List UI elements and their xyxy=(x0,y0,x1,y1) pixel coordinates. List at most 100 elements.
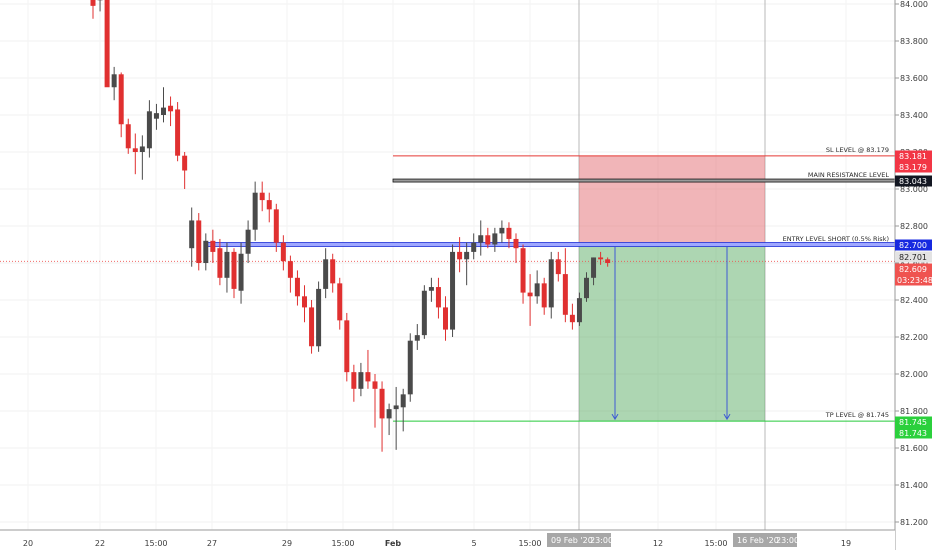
resistance-tag: 83.043 xyxy=(895,175,932,187)
resistance-level-line xyxy=(392,178,896,183)
candle-body xyxy=(450,251,456,330)
time-axis-panel[interactable] xyxy=(0,530,895,550)
candle-body xyxy=(196,220,202,263)
candle-down xyxy=(132,133,138,175)
candle-body xyxy=(111,74,117,88)
candle-down xyxy=(337,277,343,330)
candle-down xyxy=(379,381,385,452)
candle-body xyxy=(302,296,307,308)
candle-down xyxy=(541,277,547,315)
time-tick-label: 15:00 xyxy=(331,539,354,548)
candle-body xyxy=(562,274,568,315)
candle-body xyxy=(118,74,124,125)
candle-up xyxy=(534,270,540,304)
candle-up xyxy=(576,292,582,326)
candle-down xyxy=(182,152,188,189)
candle-body xyxy=(591,257,597,278)
candle-down xyxy=(520,244,526,304)
candle-up xyxy=(492,227,498,252)
time-tick-label: 20 xyxy=(23,539,33,548)
candle-body xyxy=(245,229,251,254)
position-zones xyxy=(579,155,765,422)
candle-up xyxy=(450,244,456,337)
time-highlight-end: 16 Feb '20 23:00 xyxy=(733,533,799,547)
candle-body xyxy=(485,235,491,245)
svg-text:81.745: 81.745 xyxy=(899,418,927,427)
tp-level-label: TP LEVEL @ 81.745 xyxy=(825,411,889,419)
price-tick-label: 81.600 xyxy=(900,444,928,453)
candle-down xyxy=(555,251,561,282)
sl-tag-top: 83.181 xyxy=(895,150,932,162)
candle-down xyxy=(266,192,272,223)
candle-body xyxy=(330,259,336,284)
candle-body xyxy=(605,259,611,263)
candle-down xyxy=(287,255,293,293)
svg-text:16 Feb '20: 16 Feb '20 xyxy=(737,536,779,545)
candle-body xyxy=(238,253,244,291)
candle-body xyxy=(443,307,448,330)
time-tick-label: 15:00 xyxy=(144,539,167,548)
candle-up xyxy=(97,0,103,12)
candle-down xyxy=(351,364,357,402)
candle-down xyxy=(309,300,315,354)
price-tick-label: 84.000 xyxy=(900,0,928,9)
candle-up xyxy=(421,285,427,339)
svg-text:82.701: 82.701 xyxy=(899,253,927,262)
candle-body xyxy=(323,259,329,289)
price-tick-label: 82.000 xyxy=(900,370,928,379)
svg-text:82.609: 82.609 xyxy=(899,265,927,274)
candle-up xyxy=(400,388,406,432)
arrow-head xyxy=(611,413,619,421)
candle-body xyxy=(273,209,279,243)
candle-body xyxy=(175,109,181,156)
entry-level-label: ENTRY LEVEL SHORT (0.5% Risk) xyxy=(783,235,889,243)
candle-up xyxy=(499,220,505,243)
candle-body xyxy=(421,290,427,336)
candle-body xyxy=(259,192,265,201)
candle-body xyxy=(168,105,174,112)
candle-body xyxy=(344,320,350,373)
candle-up xyxy=(478,220,484,256)
candle-body xyxy=(393,405,399,410)
candle-body xyxy=(520,248,526,293)
candle-body xyxy=(266,200,272,210)
resistance-level-label: MAIN RESISTANCE LEVEL xyxy=(808,171,889,179)
candle-up xyxy=(393,386,399,450)
candle-body xyxy=(576,298,582,323)
candle-up xyxy=(189,207,195,267)
candle-body xyxy=(598,257,604,260)
candle-up xyxy=(407,333,413,402)
candle-body xyxy=(428,287,434,291)
candle-body xyxy=(407,340,413,395)
candle-down xyxy=(175,102,181,162)
candle-up xyxy=(323,248,329,299)
candle-body xyxy=(569,314,575,323)
candle-down xyxy=(330,253,336,293)
svg-text:09 Feb '20: 09 Feb '20 xyxy=(551,536,593,545)
candle-body xyxy=(90,0,96,6)
projection-arrows xyxy=(611,247,731,421)
candle-down xyxy=(280,235,286,271)
candle-down xyxy=(513,233,519,263)
candle-body xyxy=(358,372,364,389)
candle-body xyxy=(386,409,392,419)
candle-body xyxy=(400,394,406,408)
candle-body xyxy=(161,107,166,115)
candle-up xyxy=(584,272,589,302)
candles xyxy=(90,0,611,452)
candle-up xyxy=(414,324,420,350)
candle-body xyxy=(337,283,343,321)
price-tick-label: 81.800 xyxy=(900,407,928,416)
candle-down xyxy=(372,374,378,428)
candle-down xyxy=(485,227,491,249)
candle-body xyxy=(471,242,477,252)
candle-down xyxy=(598,251,604,265)
candle-body xyxy=(316,288,322,347)
time-tick-label: 5 xyxy=(471,539,476,548)
sl-tag: 83.179 xyxy=(895,161,932,173)
candle-body xyxy=(584,277,589,299)
price-tick-label: 81.400 xyxy=(900,481,928,490)
candle-up xyxy=(358,362,364,397)
price-tick-label: 82.800 xyxy=(900,222,928,231)
